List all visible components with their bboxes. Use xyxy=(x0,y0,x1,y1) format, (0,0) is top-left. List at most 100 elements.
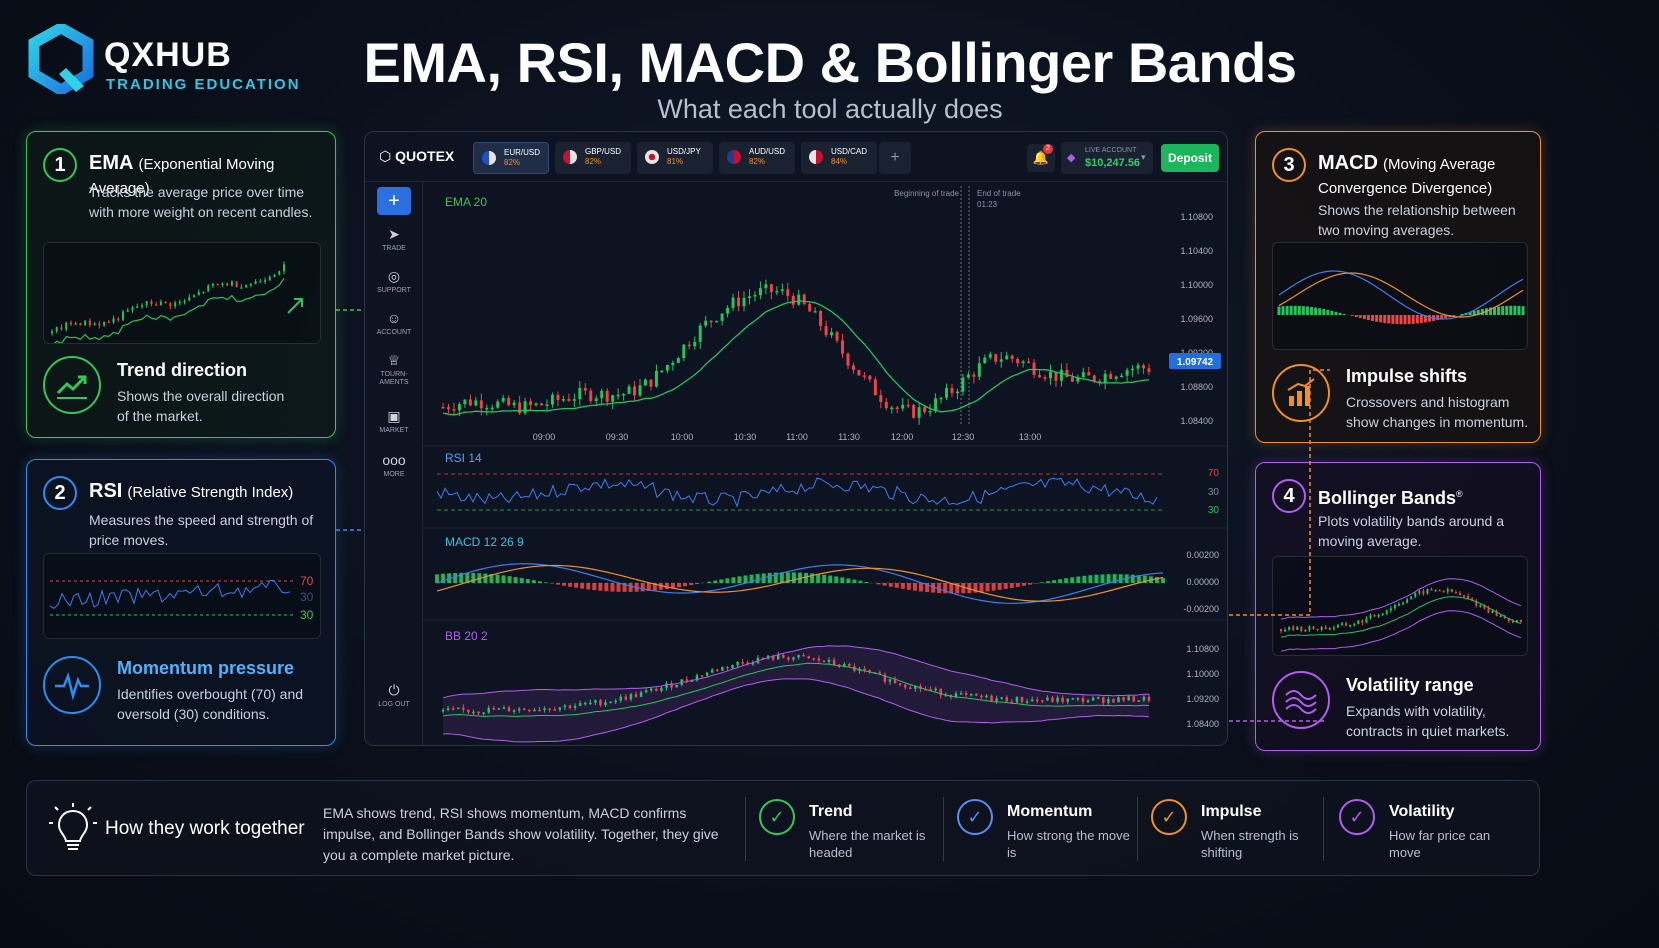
bb-candle xyxy=(1010,701,1014,704)
macd-histogram-bar xyxy=(459,572,464,583)
market-bag-icon: ▣ xyxy=(387,408,401,424)
macd-histogram-bar xyxy=(816,573,821,583)
tab-gbp-usd[interactable]: GBP/USD 82% xyxy=(555,142,631,174)
mini-ema-candle xyxy=(60,327,63,330)
bb-upper-band xyxy=(442,645,1150,699)
mini-macd-bar xyxy=(1281,306,1285,315)
mini-ema-candle xyxy=(103,321,106,326)
price-candle xyxy=(841,340,845,354)
sidebar-item-logout[interactable]: ⏻ LOG OUT xyxy=(365,682,423,709)
mini-macd-bar xyxy=(1334,311,1338,315)
time-axis-tick: 11:30 xyxy=(838,432,860,442)
sidebar-item-market[interactable]: ▣ MARKET xyxy=(365,408,423,435)
bb-candle xyxy=(1025,701,1029,703)
bb-candle xyxy=(497,708,501,710)
ema-line xyxy=(442,300,1150,416)
macd-histogram-bar xyxy=(719,579,724,583)
price-axis-tick: 1.10400 xyxy=(1180,246,1213,256)
mini-bb-candle xyxy=(1296,626,1299,630)
rsi-line xyxy=(436,477,1158,508)
price-candle xyxy=(983,357,987,364)
price-candle xyxy=(1021,361,1025,364)
macd-histogram-bar xyxy=(670,583,675,589)
price-candle xyxy=(676,358,680,363)
bollinger-mini-chart xyxy=(1272,556,1528,656)
price-candle xyxy=(638,385,642,396)
bb-candle xyxy=(746,662,749,664)
mini-macd-bar xyxy=(1350,315,1354,317)
bb-candle xyxy=(1000,697,1003,699)
mini-bb-candle xyxy=(1280,628,1282,632)
macd-histogram-bar xyxy=(1040,582,1044,583)
bb-candle xyxy=(700,675,704,677)
tab-usd-cad[interactable]: USD/CAD 84% xyxy=(801,142,877,174)
macd-axis-tick: 0.00200 xyxy=(1186,550,1219,560)
mini-macd-bar xyxy=(1297,305,1301,315)
mini-macd-bar xyxy=(1440,315,1444,320)
price-candle xyxy=(769,284,773,293)
mini-ema-candle xyxy=(283,264,285,272)
bb-candle xyxy=(939,688,943,696)
price-candle xyxy=(884,401,888,409)
price-candle xyxy=(1005,355,1009,360)
price-candle xyxy=(512,402,516,406)
mini-bb-candle xyxy=(1284,629,1287,632)
sidebar-item-support[interactable]: ◎ SUPPORT xyxy=(365,268,423,295)
macd-feature-description: Crossovers and histogram show changes in… xyxy=(1346,394,1529,430)
account-selector[interactable]: ◆ LIVE ACCOUNT $10,247.56 ▾ xyxy=(1061,142,1153,174)
bb-candle xyxy=(604,702,607,706)
price-candle xyxy=(1087,372,1091,376)
mini-trend-arrow xyxy=(287,298,303,314)
quotex-logo-icon: ⬡ xyxy=(379,148,392,164)
macd-histogram-bar xyxy=(556,583,560,585)
macd-histogram-bar xyxy=(689,583,694,586)
mini-bb-candle xyxy=(1324,627,1327,630)
trading-chart[interactable]: EMA 20 RSI 14 MACD 12 26 9 BB 20 2 Begin… xyxy=(423,182,1228,746)
macd-mini-chart xyxy=(1272,242,1528,350)
rsi-mini-chart: 70 30 30 xyxy=(43,553,321,639)
bb-candle xyxy=(944,694,948,697)
price-candle xyxy=(583,387,587,391)
price-candle xyxy=(966,374,970,378)
price-candle xyxy=(649,379,653,387)
bell-icon[interactable]: 🔔 xyxy=(1027,144,1055,172)
mini-macd-bar xyxy=(1391,315,1395,324)
macd-histogram-bar xyxy=(677,583,681,588)
tab-usd-jpy[interactable]: USD/JPY 81% xyxy=(637,142,713,174)
macd-histogram-bar xyxy=(531,580,536,583)
bb-candle xyxy=(492,708,496,710)
ema-number-badge: 1 xyxy=(43,148,77,182)
ema-feature-title: Trend direction xyxy=(117,360,248,380)
price-axis-tick: 1.09600 xyxy=(1180,314,1213,324)
mini-bb-candle xyxy=(1406,599,1409,603)
mini-bb-candle xyxy=(1479,605,1482,607)
ema-card-title: EMA (Exponential Moving Average) xyxy=(89,152,275,197)
bb-candle xyxy=(898,683,902,685)
price-candle xyxy=(1131,368,1135,371)
sidebar-item-tournaments[interactable]: ♕ TOURN-AMENTS xyxy=(365,352,423,387)
macd-histogram-bar xyxy=(731,577,736,583)
tab-aud-usd[interactable]: AUD/USD 82% xyxy=(719,142,795,174)
macd-histogram-bar xyxy=(435,574,439,583)
bb-candle xyxy=(705,672,709,676)
bb-axis-tick: 1.09200 xyxy=(1186,694,1219,704)
macd-histogram-bar xyxy=(604,583,609,592)
tab-eur-usd[interactable]: EUR/USD 82% xyxy=(473,142,549,174)
macd-histogram-bar xyxy=(713,580,718,583)
sidebar-item-account[interactable]: ☺ ACCOUNT xyxy=(365,310,423,337)
time-axis-tick: 13:00 xyxy=(1019,432,1042,442)
add-tab-button[interactable]: + xyxy=(879,142,911,174)
macd-panel-label: MACD 12 26 9 xyxy=(445,535,524,549)
deposit-button[interactable]: Deposit xyxy=(1161,144,1219,172)
time-axis-tick: 12:30 xyxy=(952,432,975,442)
sidebar-item-trade[interactable]: ➤ TRADE xyxy=(365,226,423,253)
sidebar-item-more[interactable]: ooo MORE xyxy=(365,452,423,479)
bb-candle xyxy=(990,695,993,702)
mini-macd-bar xyxy=(1366,315,1370,321)
new-trade-button[interactable]: + xyxy=(377,187,411,215)
more-dots-icon: ooo xyxy=(382,452,406,468)
mini-bb-candle xyxy=(1475,600,1478,606)
price-candle xyxy=(1059,369,1063,381)
bb-candle xyxy=(558,707,562,710)
price-candle xyxy=(589,390,593,402)
